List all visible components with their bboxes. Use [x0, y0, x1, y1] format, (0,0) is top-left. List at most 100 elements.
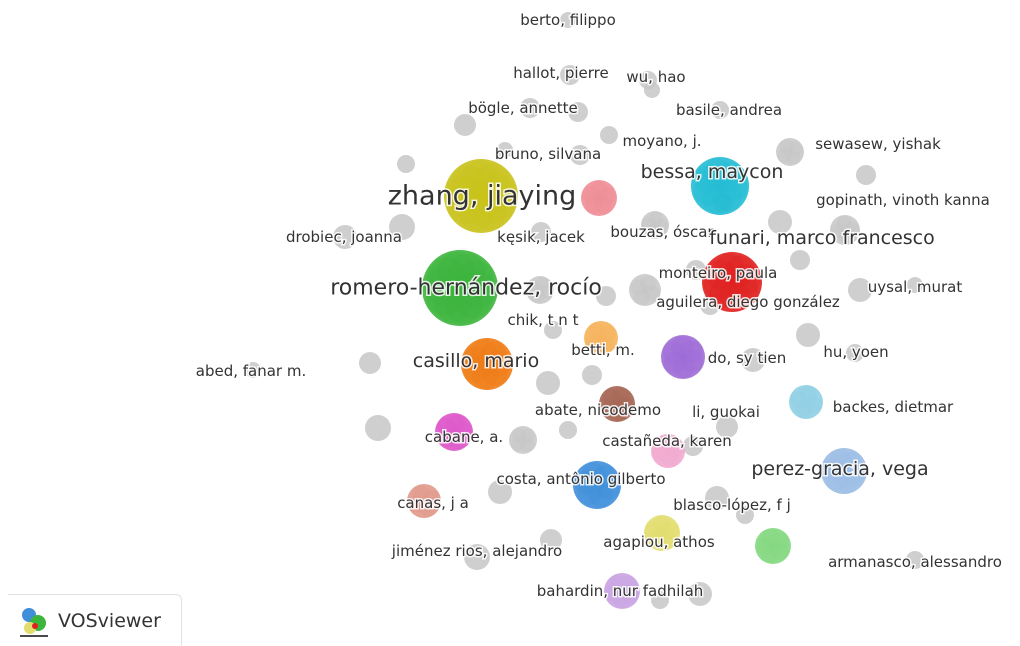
node-bubble[interactable]: [790, 250, 810, 270]
cluster-bubble-lavender[interactable]: [604, 573, 640, 609]
node-label[interactable]: abed, fanar m.: [194, 361, 308, 382]
node-label[interactable]: blasco-lópez, f j: [672, 495, 793, 516]
node-bubble[interactable]: [688, 582, 712, 606]
node-bubble[interactable]: [629, 274, 661, 306]
node-bubble[interactable]: [582, 365, 602, 385]
cluster-bubble-cyan[interactable]: [691, 157, 749, 215]
node-label[interactable]: sewasew, yishak: [814, 134, 943, 155]
cluster-bubble-blue[interactable]: [573, 461, 621, 509]
node-label[interactable]: gopinath, vinoth kanna: [815, 190, 992, 211]
node-bubble[interactable]: [536, 371, 560, 395]
cluster-bubble-light-pink[interactable]: [651, 434, 685, 468]
node-bubble[interactable]: [596, 286, 616, 306]
node-bubble[interactable]: [488, 480, 512, 504]
node-bubble[interactable]: [544, 321, 562, 339]
cluster-bubble-light-orange[interactable]: [584, 321, 618, 355]
node-bubble[interactable]: [570, 145, 590, 165]
node-label[interactable]: drobiec, joanna: [285, 227, 404, 248]
node-bubble[interactable]: [365, 415, 391, 441]
node-label[interactable]: moyano, j.: [621, 131, 703, 152]
vosviewer-brand[interactable]: VOSviewer: [8, 594, 182, 646]
node-bubble[interactable]: [359, 352, 381, 374]
node-label[interactable]: zhang, jiaying: [386, 179, 578, 213]
node-bubble[interactable]: [560, 65, 580, 85]
node-bubble[interactable]: [397, 155, 415, 173]
node-bubble[interactable]: [531, 222, 551, 242]
cluster-bubble-pink[interactable]: [581, 180, 617, 216]
node-label[interactable]: agapiou, athos: [602, 532, 717, 553]
cluster-bubble-yellow[interactable]: [444, 159, 518, 233]
node-label[interactable]: aguilera, diego gonzález: [655, 292, 842, 313]
node-label[interactable]: castañeda, karen: [601, 431, 734, 452]
node-bubble[interactable]: [830, 215, 860, 245]
node-bubble[interactable]: [848, 278, 872, 302]
node-bubble[interactable]: [568, 102, 588, 122]
node-label[interactable]: betti, m.: [570, 340, 637, 361]
node-bubble[interactable]: [600, 126, 618, 144]
node-label[interactable]: costa, antônio gilberto: [495, 469, 667, 490]
node-label[interactable]: funari, marco francesco: [708, 226, 937, 251]
node-label[interactable]: armanasco, alessandro: [827, 552, 1004, 573]
node-bubble[interactable]: [856, 165, 876, 185]
node-bubble[interactable]: [520, 98, 540, 118]
cluster-bubble-green[interactable]: [422, 250, 498, 326]
node-label[interactable]: do, sy tien: [706, 348, 787, 369]
node-label[interactable]: li, guokai: [691, 402, 762, 423]
node-bubble[interactable]: [736, 506, 754, 524]
node-bubble[interactable]: [796, 323, 820, 347]
node-bubble[interactable]: [509, 426, 537, 454]
node-bubble[interactable]: [497, 142, 513, 158]
cluster-bubble-brown[interactable]: [599, 386, 635, 422]
node-label[interactable]: casillo, mario: [411, 349, 540, 374]
cluster-bubble-khaki[interactable]: [644, 515, 680, 551]
node-label[interactable]: uysal, murat: [866, 277, 964, 298]
node-bubble[interactable]: [540, 529, 562, 551]
node-label[interactable]: bessa, maycon: [639, 160, 785, 185]
node-label[interactable]: hallot, pierre: [512, 63, 611, 84]
cluster-bubble-light-green[interactable]: [755, 528, 791, 564]
node-bubble[interactable]: [526, 276, 554, 304]
node-bubble[interactable]: [776, 138, 804, 166]
node-label[interactable]: canas, j a: [396, 493, 471, 514]
cluster-bubble-magenta[interactable]: [435, 413, 473, 451]
node-bubble[interactable]: [245, 362, 261, 378]
node-bubble[interactable]: [560, 12, 576, 28]
node-bubble[interactable]: [906, 551, 924, 569]
node-bubble[interactable]: [768, 210, 792, 234]
node-bubble[interactable]: [559, 421, 577, 439]
cluster-bubble-purple[interactable]: [661, 335, 705, 379]
cluster-bubble-steel-blue[interactable]: [821, 448, 867, 494]
node-label[interactable]: basile, andrea: [674, 100, 783, 121]
node-label[interactable]: berto, filippo: [519, 10, 618, 31]
node-label[interactable]: monteiro, paula: [657, 263, 779, 284]
node-label[interactable]: backes, dietmar: [831, 397, 955, 418]
node-label[interactable]: bruno, silvana: [493, 144, 602, 165]
cluster-bubble-red[interactable]: [702, 252, 762, 312]
node-label[interactable]: cabane, a.: [423, 427, 504, 448]
node-bubble[interactable]: [741, 348, 765, 372]
node-label[interactable]: wu, hao: [625, 67, 687, 88]
node-bubble[interactable]: [454, 114, 476, 136]
node-bubble[interactable]: [333, 225, 357, 249]
node-label[interactable]: bouzas, óscar: [609, 222, 716, 243]
node-bubble[interactable]: [907, 277, 923, 293]
node-bubble[interactable]: [464, 544, 490, 570]
node-bubble[interactable]: [683, 436, 703, 456]
node-label[interactable]: jiménez rios, alejandro: [389, 541, 563, 562]
node-bubble[interactable]: [641, 211, 669, 239]
cluster-bubble-orange[interactable]: [461, 338, 513, 390]
node-label[interactable]: hu, yoen: [822, 342, 890, 363]
node-label[interactable]: kęsik, jacek: [496, 227, 587, 248]
cluster-bubble-salmon[interactable]: [407, 484, 441, 518]
node-label[interactable]: abate, nicodemo: [533, 400, 662, 421]
node-bubble[interactable]: [389, 214, 415, 240]
node-bubble[interactable]: [846, 344, 864, 362]
node-bubble[interactable]: [711, 101, 729, 119]
node-bubble[interactable]: [705, 486, 729, 510]
node-label[interactable]: bahardin, nur fadhilah: [535, 581, 705, 602]
node-bubble[interactable]: [651, 591, 669, 609]
node-label[interactable]: romero-hernández, rocío: [329, 274, 604, 302]
node-label[interactable]: bögle, annette: [467, 98, 580, 119]
node-bubble[interactable]: [716, 416, 738, 438]
